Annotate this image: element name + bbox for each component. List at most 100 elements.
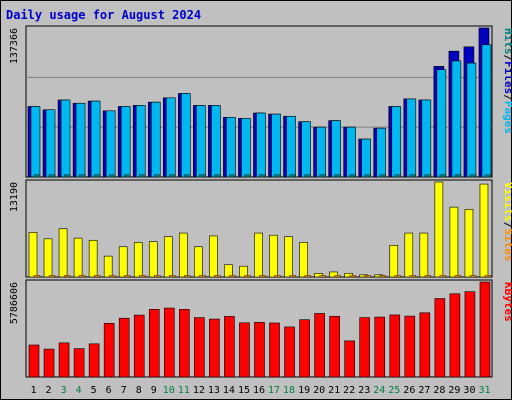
legend-pages: Pages <box>502 101 512 134</box>
files-bar <box>451 60 462 178</box>
kbytes-bar <box>299 319 310 378</box>
files-bar <box>271 113 281 178</box>
pages-bar <box>184 174 191 178</box>
files-bar <box>316 126 326 178</box>
pages-bar <box>169 174 176 178</box>
panel-2-ymax-label: 5786606 <box>9 282 20 324</box>
x-tick-label: 6 <box>106 385 112 396</box>
sites-bar <box>349 275 356 278</box>
visits-bar <box>73 237 83 278</box>
x-tick-label: 13 <box>208 385 220 396</box>
pages-bar <box>379 174 386 178</box>
visits-bar <box>389 245 399 278</box>
sites-bar <box>139 275 146 278</box>
pages-bar <box>274 174 281 178</box>
kbytes-bar <box>73 348 85 378</box>
files-bar <box>181 93 191 178</box>
pages-bar <box>334 174 341 178</box>
files-bar <box>211 105 221 178</box>
sites-bar <box>289 275 296 278</box>
visits-bar <box>299 242 308 278</box>
pages-bar <box>123 174 131 178</box>
kbytes-bar <box>209 318 220 378</box>
visits-bar <box>269 234 278 278</box>
kbytes-bar <box>103 323 115 378</box>
pages-bar <box>409 174 417 178</box>
visits-bar <box>103 255 113 278</box>
files-bar <box>45 109 56 178</box>
x-tick-label: 7 <box>121 385 127 396</box>
kbytes-bar <box>389 314 401 378</box>
kbytes-bar <box>449 293 461 378</box>
kbytes-bar <box>179 309 190 378</box>
files-bar <box>135 105 146 178</box>
kbytes-bar <box>118 317 130 378</box>
files-bar <box>196 105 206 178</box>
panel-2-legend: KBytes <box>502 282 512 322</box>
files-bar <box>105 110 116 178</box>
files-bar <box>466 62 477 178</box>
x-tick-label: 16 <box>253 385 265 396</box>
kbytes-bar <box>344 340 355 378</box>
pages-bar <box>199 174 206 178</box>
sites-bar <box>33 275 41 278</box>
x-tick-label: 29 <box>448 385 460 396</box>
x-tick-label: 4 <box>76 385 82 396</box>
kbytes-bar <box>359 317 371 378</box>
x-tick-label: 3 <box>61 385 67 396</box>
x-tick-label: 8 <box>136 385 142 396</box>
files-bar <box>376 127 387 178</box>
visits-bar <box>314 273 323 278</box>
files-bar <box>421 99 432 178</box>
pages-bar <box>454 174 462 178</box>
x-tick-label: 30 <box>463 385 475 396</box>
pages-bar <box>229 174 236 178</box>
visits-bar <box>479 183 489 278</box>
files-bar <box>30 106 41 178</box>
panel-1-legend: Visits/Sites <box>502 182 512 262</box>
sites-bar <box>274 275 281 278</box>
kbytes-bar <box>254 322 265 378</box>
x-tick-label: 10 <box>163 385 175 396</box>
visits-bar <box>43 238 53 278</box>
pages-bar <box>244 174 251 178</box>
sites-bar <box>379 275 386 278</box>
x-tick-label: 21 <box>328 385 340 396</box>
visits-bar <box>118 246 128 278</box>
x-tick-label: 27 <box>418 385 430 396</box>
files-bar <box>226 117 236 178</box>
x-tick-label: 2 <box>46 385 52 396</box>
sites-bar <box>108 275 116 278</box>
sites-bar <box>304 275 311 278</box>
files-bar <box>286 115 296 178</box>
pages-bar <box>304 174 311 178</box>
kbytes-bar <box>404 315 416 378</box>
files-bar <box>90 100 101 178</box>
files-bar <box>256 112 266 178</box>
files-bar <box>436 69 447 178</box>
kbytes-bar <box>28 344 40 378</box>
files-bar <box>241 118 251 178</box>
visits-bar <box>28 232 38 278</box>
sites-bar <box>409 275 417 278</box>
kbytes-bar <box>224 316 235 378</box>
sites-bar <box>244 275 251 278</box>
kbytes-bar <box>314 313 325 378</box>
sites-bar <box>454 275 462 278</box>
x-tick-label: 18 <box>283 385 295 396</box>
x-tick-label: 26 <box>403 385 415 396</box>
visits-bar <box>449 206 459 278</box>
kbytes-bar <box>239 322 250 378</box>
x-tick-label: 15 <box>238 385 250 396</box>
visits-bar <box>209 235 218 278</box>
kbytes-bar <box>479 281 491 378</box>
x-tick-label: 12 <box>193 385 205 396</box>
legend-hits: Hits <box>502 28 512 55</box>
x-tick-label: 11 <box>178 385 190 396</box>
pages-bar <box>439 174 447 178</box>
pages-bar <box>349 174 356 178</box>
visits-bar <box>404 232 414 278</box>
pages-bar <box>154 174 161 178</box>
kbytes-bar <box>434 298 446 378</box>
